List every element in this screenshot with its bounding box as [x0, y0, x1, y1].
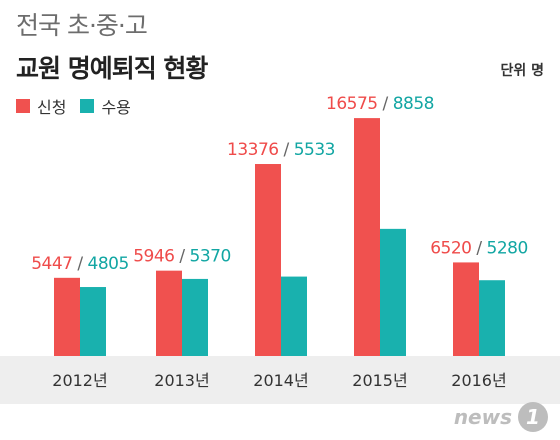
chart-title: 교원 명예퇴직 현황 — [16, 54, 208, 83]
legend-label-accept: 수용 — [101, 98, 131, 117]
bar-accept-2014년 — [281, 276, 307, 356]
data-label-accept: 8858 — [393, 94, 434, 114]
data-label-separator: / — [174, 247, 189, 267]
data-label-2013년: 5946 / 5370 — [133, 247, 231, 267]
logo-mark-icon: 1 — [518, 402, 548, 432]
data-label-accept: 5533 — [294, 140, 335, 160]
news1-logo: news 1 — [454, 402, 548, 432]
bar-apply-2015년 — [354, 118, 380, 356]
data-label-apply: 5946 — [133, 247, 174, 267]
unit-label: 단위 명 — [500, 63, 544, 79]
bar-apply-2014년 — [255, 164, 281, 356]
logo-text: news — [453, 405, 512, 429]
x-tick-label-2012년: 2012년 — [52, 371, 107, 390]
legend-item-accept: 수용 — [80, 94, 131, 118]
data-label-2014년: 13376 / 5533 — [227, 140, 335, 160]
data-label-apply: 16575 — [326, 94, 378, 114]
data-label-2012년: 5447 / 4805 — [31, 254, 129, 274]
data-label-accept: 4805 — [88, 254, 129, 274]
bar-apply-2013년 — [156, 270, 182, 356]
legend-swatch-apply — [16, 99, 30, 113]
bar-accept-2013년 — [182, 278, 208, 356]
data-label-separator: / — [471, 238, 486, 258]
data-label-apply: 6520 — [430, 238, 471, 258]
x-tick-label-2015년: 2015년 — [352, 371, 407, 390]
data-label-apply: 13376 — [227, 140, 279, 160]
x-axis-band — [0, 356, 560, 404]
bar-apply-2016년 — [453, 262, 479, 356]
data-label-accept: 5370 — [190, 247, 231, 267]
x-tick-label-2013년: 2013년 — [154, 371, 209, 390]
data-label-2015년: 16575 / 8858 — [326, 94, 434, 114]
data-label-accept: 5280 — [487, 238, 528, 258]
bar-apply-2012년 — [54, 277, 80, 356]
legend-item-apply: 신청 — [16, 94, 66, 118]
legend: 신청 수용 — [16, 94, 131, 118]
legend-swatch-accept — [80, 99, 95, 113]
data-label-2016년: 6520 / 5280 — [430, 238, 528, 258]
data-label-separator: / — [279, 140, 294, 160]
x-tick-label-2016년: 2016년 — [451, 371, 506, 390]
data-label-apply: 5447 — [31, 254, 72, 274]
bar-accept-2015년 — [380, 228, 406, 356]
data-label-separator: / — [378, 94, 393, 114]
chart-title-top: 전국 초·중·고 — [16, 11, 148, 40]
bar-accept-2012년 — [80, 287, 106, 356]
x-tick-label-2014년: 2014년 — [253, 371, 308, 390]
legend-label-apply: 신청 — [37, 98, 67, 117]
bar-accept-2016년 — [479, 280, 505, 356]
data-label-separator: / — [72, 254, 87, 274]
